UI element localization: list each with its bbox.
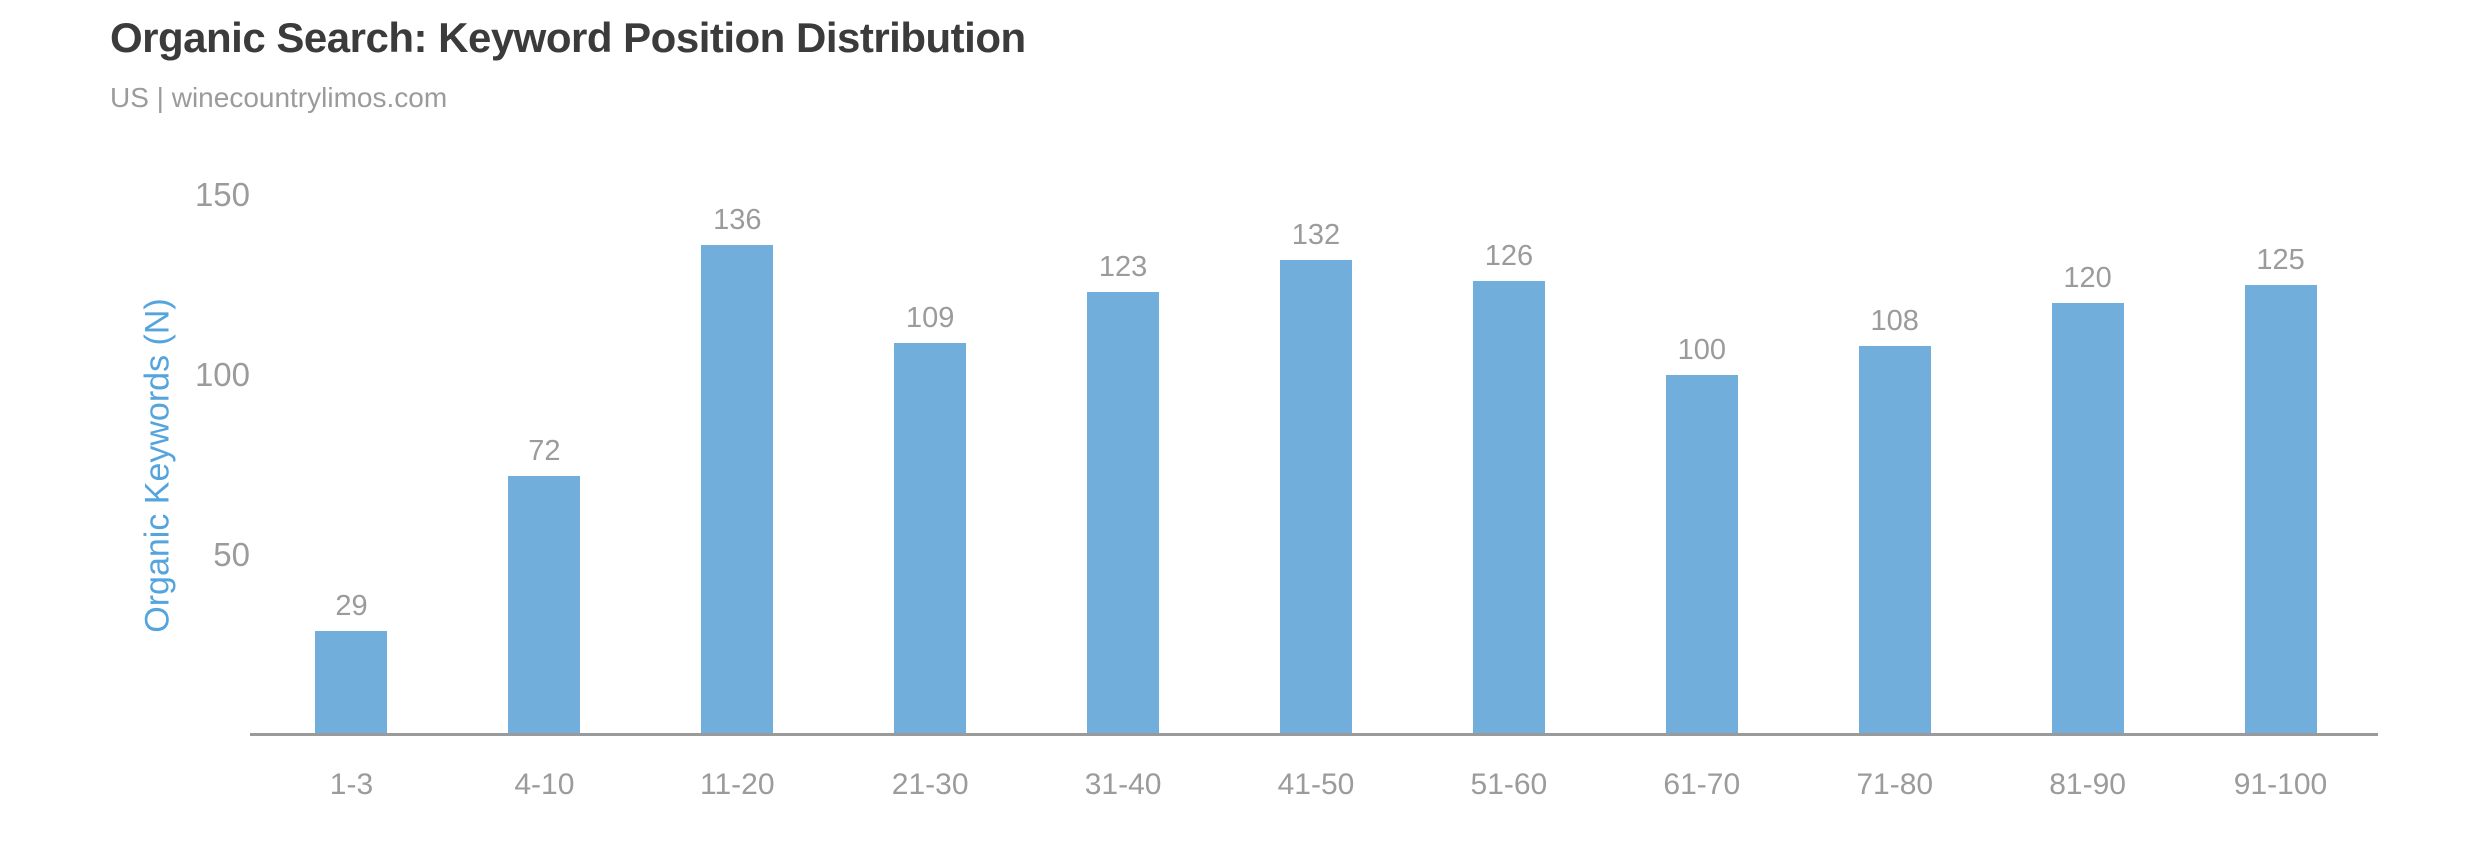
x-tick-label-11-20: 11-20	[700, 768, 775, 801]
bar	[508, 475, 581, 735]
y-tick-100: 100	[194, 356, 250, 393]
bar-group-61-70: 100	[1605, 195, 1798, 735]
bar-value-label: 108	[1870, 305, 1919, 338]
bar	[701, 245, 774, 735]
bar-group-71-80: 108	[1798, 195, 1991, 735]
x-tick-label-61-70: 61-70	[1663, 768, 1741, 801]
bar	[1279, 259, 1352, 735]
bar-group-11-20: 136	[641, 195, 834, 735]
x-tick-label-81-90: 81-90	[2049, 768, 2126, 801]
bar-group-91-100: 125	[2184, 195, 2377, 735]
x-tick-label-1-3: 1-3	[329, 768, 374, 801]
bar-value-label: 100	[1677, 334, 1726, 366]
bar-group-4-10: 72	[448, 195, 641, 735]
bar	[1665, 375, 1738, 735]
bar-group-1-3: 29	[255, 195, 448, 735]
bar	[1472, 281, 1545, 735]
bar-value-label: 72	[528, 434, 561, 467]
x-axis-line	[250, 733, 2378, 736]
x-tick-label-41-50: 41-50	[1277, 768, 1355, 801]
bar-value-label: 132	[1291, 218, 1341, 251]
bar	[1858, 346, 1931, 735]
bar	[1087, 292, 1160, 735]
x-tick-label-21-30: 21-30	[891, 768, 969, 801]
bar-value-label: 136	[713, 204, 762, 237]
y-tick-50: 50	[213, 536, 250, 573]
bar-value-label: 123	[1098, 251, 1148, 284]
x-tick-label-31-40: 31-40	[1084, 768, 1162, 801]
bar-value-label: 109	[905, 301, 955, 334]
chart-title: Organic Search: Keyword Position Distrib…	[110, 14, 1026, 61]
bar-value-label: 29	[335, 589, 368, 622]
y-tick-150: 150	[194, 176, 250, 213]
chart-subtitle: US | winecountrylimos.com	[110, 82, 448, 113]
bar-value-label: 120	[2063, 262, 2112, 294]
x-tick-label-71-80: 71-80	[1856, 768, 1934, 801]
bar-group-21-30: 109	[834, 195, 1027, 735]
bar	[2244, 285, 2317, 735]
y-axis-label: Organic Keywords (N)	[138, 297, 177, 633]
bar-group-51-60: 126	[1412, 195, 1605, 735]
bar-group-31-40: 123	[1027, 195, 1220, 735]
bar-group-41-50: 132	[1220, 195, 1413, 735]
plot-area: 29 72 136 109 123 132 126 100 108 120 125	[255, 195, 2377, 735]
x-tick-label-91-100: 91-100	[2233, 768, 2328, 801]
x-tick-label-4-10: 4-10	[514, 768, 575, 801]
bar	[894, 342, 967, 735]
bar-group-81-90: 120	[1991, 195, 2184, 735]
y-axis-label-container: Organic Keywords (N)	[128, 195, 188, 735]
bar	[2051, 303, 2124, 735]
bar-value-label: 126	[1484, 240, 1534, 273]
bar-value-label: 125	[2256, 244, 2305, 276]
x-tick-label-51-60: 51-60	[1470, 768, 1548, 801]
bar	[315, 630, 388, 735]
x-axis-labels: 1-3 4-10 11-20 21-30 31-40 41-50 51-60 61-70 71-…	[255, 768, 2377, 802]
